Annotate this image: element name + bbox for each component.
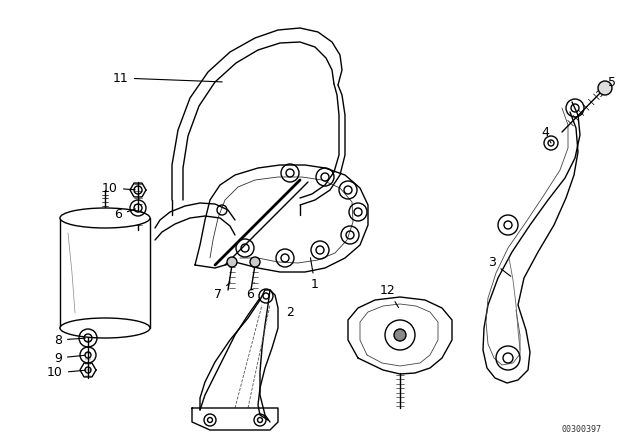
Text: 5: 5 [608, 76, 616, 89]
Circle shape [598, 81, 612, 95]
Text: 7: 7 [214, 282, 230, 302]
Circle shape [250, 257, 260, 267]
Text: 10: 10 [47, 366, 85, 379]
Text: 9: 9 [54, 352, 85, 365]
Ellipse shape [60, 208, 150, 228]
Text: 6: 6 [114, 208, 136, 221]
Text: 2: 2 [286, 306, 294, 319]
Circle shape [227, 257, 237, 267]
Text: 4: 4 [541, 125, 551, 143]
Text: 00300397: 00300397 [562, 426, 602, 435]
Text: 6: 6 [246, 283, 254, 302]
Text: 11: 11 [113, 72, 222, 85]
Text: 3: 3 [488, 255, 511, 276]
Text: 12: 12 [380, 284, 399, 308]
Ellipse shape [60, 318, 150, 338]
Text: 10: 10 [102, 181, 135, 194]
Text: 8: 8 [54, 333, 85, 346]
Circle shape [394, 329, 406, 341]
Text: 1: 1 [310, 258, 319, 292]
